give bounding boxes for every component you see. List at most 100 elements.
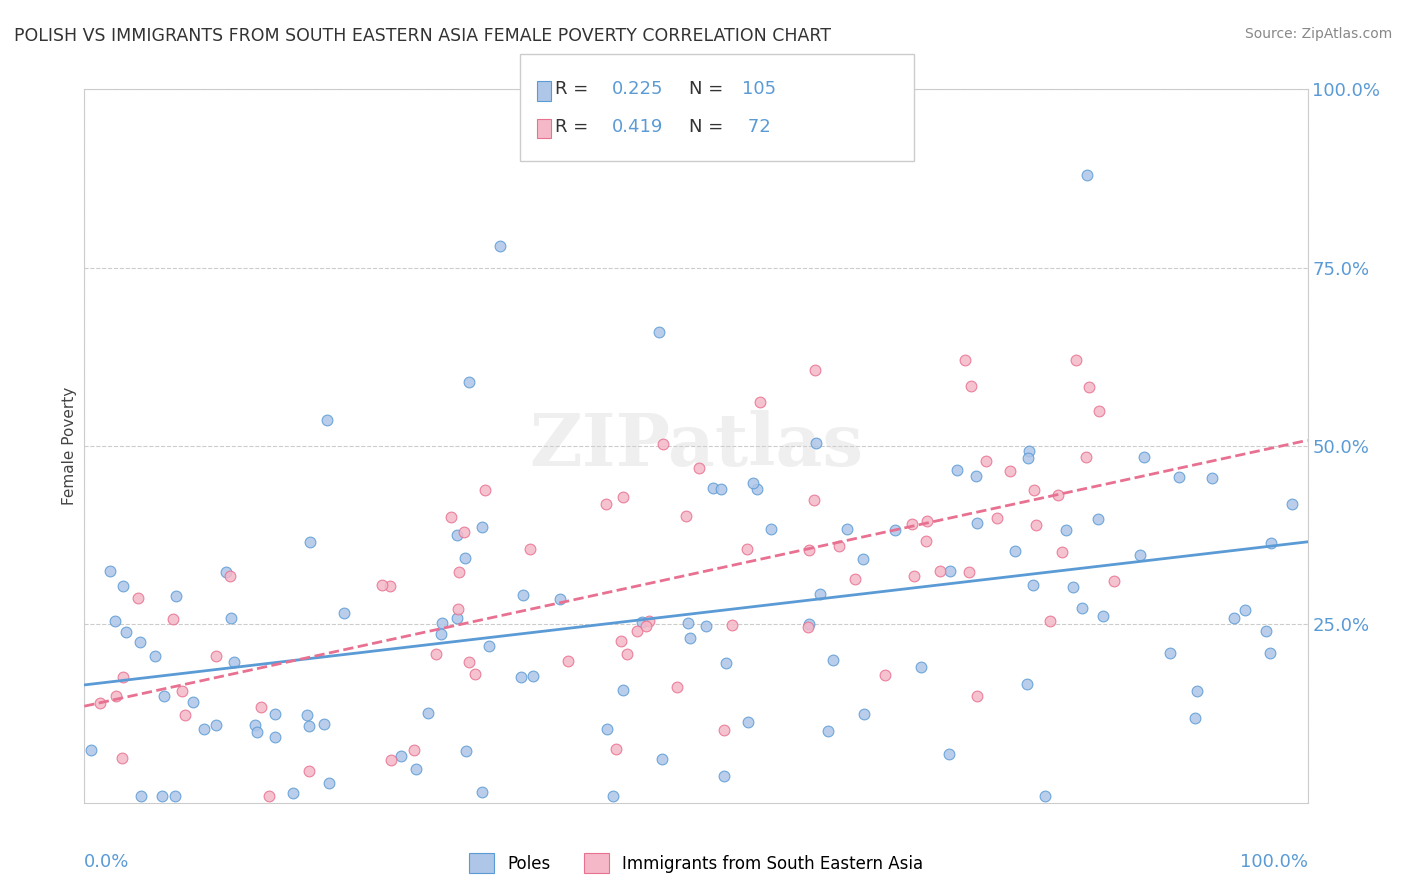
Point: [998, 464, 1021, 478]
Point: [89, 696, 111, 710]
Point: [1087, 512, 1109, 526]
Point: [602, 789, 624, 803]
Point: [965, 469, 987, 483]
Text: 105: 105: [742, 80, 776, 98]
Point: [453, 524, 475, 539]
Point: [389, 749, 412, 764]
Point: [430, 615, 453, 630]
Point: [610, 634, 633, 648]
Point: [1184, 711, 1206, 725]
Text: R =: R =: [555, 118, 595, 136]
Point: [721, 618, 744, 632]
Point: [938, 747, 960, 761]
Point: [522, 668, 544, 682]
Point: [548, 591, 571, 606]
Point: [966, 516, 988, 531]
Point: [111, 751, 134, 765]
Point: [747, 482, 769, 496]
Point: [318, 776, 340, 790]
Point: [316, 413, 339, 427]
Point: [162, 612, 184, 626]
Point: [371, 577, 394, 591]
Point: [915, 534, 938, 549]
Point: [489, 239, 512, 253]
Point: [257, 789, 280, 803]
Text: 100.0%: 100.0%: [1240, 853, 1308, 871]
Point: [1102, 574, 1125, 588]
Point: [474, 483, 496, 498]
Point: [853, 707, 876, 722]
Point: [163, 789, 186, 803]
Point: [966, 689, 988, 703]
Point: [612, 490, 634, 504]
Point: [425, 647, 447, 661]
Point: [759, 522, 782, 536]
Point: [193, 722, 215, 736]
Point: [1050, 545, 1073, 559]
Point: [128, 635, 150, 649]
Point: [222, 655, 245, 669]
Point: [464, 666, 486, 681]
Point: [1076, 450, 1098, 465]
Text: 0.419: 0.419: [612, 118, 664, 136]
Point: [1017, 450, 1039, 465]
Point: [458, 655, 481, 669]
Point: [1088, 404, 1111, 418]
Point: [111, 579, 134, 593]
Point: [939, 564, 962, 578]
Point: [333, 606, 356, 620]
Point: [112, 670, 135, 684]
Point: [652, 437, 675, 451]
Point: [957, 565, 980, 579]
Point: [666, 680, 689, 694]
Point: [299, 535, 322, 549]
Point: [605, 742, 627, 756]
Point: [915, 514, 938, 528]
Text: R =: R =: [555, 80, 595, 98]
Point: [380, 753, 402, 767]
Text: 0.0%: 0.0%: [84, 853, 129, 871]
Text: N =: N =: [689, 80, 728, 98]
Point: [264, 707, 287, 722]
Point: [749, 395, 772, 409]
Point: [454, 550, 477, 565]
Point: [695, 618, 717, 632]
Point: [509, 670, 531, 684]
Point: [803, 492, 825, 507]
Point: [1038, 614, 1060, 628]
Point: [1159, 646, 1181, 660]
Point: [1185, 684, 1208, 698]
Point: [170, 684, 193, 698]
Point: [1133, 450, 1156, 465]
Point: [454, 744, 477, 758]
Point: [1260, 536, 1282, 550]
Point: [737, 715, 759, 730]
Point: [471, 785, 494, 799]
Text: Source: ZipAtlas.com: Source: ZipAtlas.com: [1244, 27, 1392, 41]
Point: [910, 660, 932, 674]
Point: [873, 667, 896, 681]
Point: [447, 601, 470, 615]
Point: [105, 689, 128, 703]
Point: [219, 569, 242, 583]
Point: [1054, 524, 1077, 538]
Point: [974, 454, 997, 468]
Point: [1091, 608, 1114, 623]
Point: [298, 764, 321, 779]
Point: [1064, 352, 1087, 367]
Point: [447, 565, 470, 579]
Point: [181, 695, 204, 709]
Point: [797, 620, 820, 634]
Point: [243, 718, 266, 732]
Point: [457, 375, 479, 389]
Point: [903, 569, 925, 583]
Point: [446, 528, 468, 542]
Point: [219, 610, 242, 624]
Point: [678, 615, 700, 630]
Point: [960, 379, 983, 393]
Point: [797, 542, 820, 557]
Point: [519, 542, 541, 557]
Point: [637, 614, 659, 628]
Point: [742, 475, 765, 490]
Point: [679, 632, 702, 646]
